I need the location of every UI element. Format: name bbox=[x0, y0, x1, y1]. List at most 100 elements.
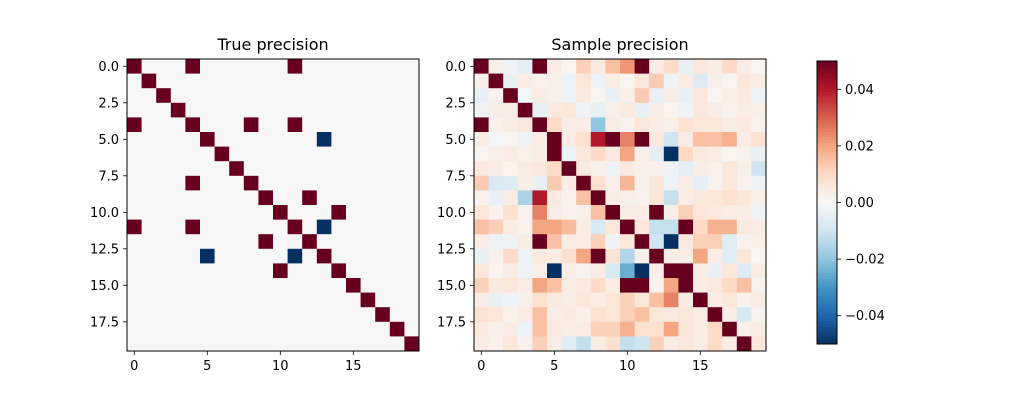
heatmap-cell bbox=[605, 59, 621, 74]
heatmap-cell bbox=[360, 219, 376, 235]
heatmap-cell bbox=[389, 263, 405, 279]
heatmap-cell bbox=[243, 88, 259, 104]
heatmap-cell bbox=[517, 219, 533, 235]
heatmap-cell bbox=[389, 292, 405, 308]
heatmap-cell bbox=[302, 263, 318, 279]
heatmap-cell bbox=[200, 73, 215, 89]
heatmap-cell bbox=[736, 205, 752, 220]
heatmap-cell bbox=[722, 336, 738, 352]
heatmap-cell bbox=[561, 321, 577, 337]
heatmap-cell bbox=[561, 117, 577, 133]
heatmap-cell bbox=[302, 146, 318, 162]
heatmap-cell bbox=[156, 117, 172, 133]
heatmap-cell bbox=[331, 321, 347, 337]
heatmap-cell bbox=[360, 321, 376, 337]
heatmap-cell bbox=[590, 132, 606, 147]
y-tick-label: 17.5 bbox=[437, 315, 466, 330]
heatmap-cell bbox=[375, 263, 391, 279]
heatmap-cell bbox=[547, 248, 562, 264]
heatmap-cell bbox=[605, 132, 621, 147]
heatmap-cell bbox=[707, 146, 723, 162]
heatmap-cell bbox=[185, 292, 201, 308]
heatmap-cell bbox=[503, 292, 519, 308]
heatmap-cell bbox=[375, 161, 391, 177]
heatmap-cell bbox=[346, 146, 361, 162]
heatmap-cell bbox=[360, 102, 376, 118]
heatmap-cell bbox=[605, 263, 621, 279]
colorbar-segment bbox=[817, 75, 837, 79]
heatmap-cell bbox=[346, 307, 361, 323]
heatmap-cell bbox=[360, 336, 376, 352]
colorbar-segment bbox=[817, 247, 837, 252]
heatmap-cell bbox=[488, 146, 504, 162]
heatmap-cell bbox=[605, 321, 621, 337]
heatmap-cell bbox=[127, 278, 142, 293]
heatmap-cell bbox=[503, 248, 519, 264]
colorbar-segment bbox=[817, 199, 837, 203]
heatmap-cell bbox=[316, 307, 332, 323]
heatmap-cell bbox=[576, 102, 592, 118]
colorbar-segment bbox=[817, 301, 837, 305]
heatmap-cell bbox=[243, 175, 259, 191]
heatmap-cell bbox=[360, 278, 376, 293]
heatmap-cell bbox=[547, 132, 562, 147]
heatmap-cell bbox=[200, 132, 215, 147]
heatmap-cell bbox=[214, 117, 230, 133]
heatmap-cells bbox=[127, 59, 420, 352]
heatmap-cell bbox=[517, 175, 533, 191]
heatmap-cell bbox=[576, 278, 592, 293]
heatmap-cell bbox=[634, 161, 650, 177]
sample-precision-heatmap: Sample precision 0 5 10 15 0.0 2.5 5.0 7.5 10.0 12… bbox=[437, 35, 767, 374]
axes-frame bbox=[473, 58, 767, 352]
heatmap-cell bbox=[156, 219, 172, 235]
heatmap-cell bbox=[620, 102, 635, 118]
heatmap-cell bbox=[375, 59, 391, 74]
heatmap-cell bbox=[214, 307, 230, 323]
heatmap-cell bbox=[287, 59, 303, 74]
heatmap-cell bbox=[404, 88, 420, 104]
heatmap-cell bbox=[488, 278, 504, 293]
heatmap-cell bbox=[532, 307, 548, 323]
heatmap-cell bbox=[229, 73, 245, 89]
colorbar-segment bbox=[817, 290, 837, 294]
heatmap-cell bbox=[170, 102, 186, 118]
heatmap-cell bbox=[258, 248, 274, 264]
heatmap-cell bbox=[751, 278, 767, 293]
heatmap-cell bbox=[634, 59, 650, 74]
heatmap-cell bbox=[663, 307, 679, 323]
heatmap-cell bbox=[547, 219, 562, 235]
heatmap-cell bbox=[331, 307, 347, 323]
heatmap-cell bbox=[375, 234, 391, 250]
heatmap-cell bbox=[707, 307, 723, 323]
heatmap-cell bbox=[389, 336, 405, 352]
heatmap-cell bbox=[707, 190, 723, 206]
heatmap-cell bbox=[649, 307, 665, 323]
colorbar-segment bbox=[817, 208, 837, 212]
heatmap-cell bbox=[634, 292, 650, 308]
heatmap-cell bbox=[576, 117, 592, 133]
colorbar-tick-label: −0.04 bbox=[845, 309, 885, 324]
colorbar-segment bbox=[817, 120, 837, 124]
heatmap-cell bbox=[360, 161, 376, 177]
heatmap-cell bbox=[649, 219, 665, 235]
heatmap-cell bbox=[693, 336, 708, 352]
heatmap-cell bbox=[561, 88, 577, 104]
heatmap-cell bbox=[532, 234, 548, 250]
heatmap-cell bbox=[561, 102, 577, 118]
heatmap-cell bbox=[331, 102, 347, 118]
heatmap-cell bbox=[503, 59, 519, 74]
heatmap-cell bbox=[170, 117, 186, 133]
heatmap-cell bbox=[532, 248, 548, 264]
heatmap-cell bbox=[678, 190, 694, 206]
heatmap-cell bbox=[561, 219, 577, 235]
heatmap-cell bbox=[127, 234, 142, 250]
heatmap-cell bbox=[404, 146, 420, 162]
heatmap-cell bbox=[620, 88, 635, 104]
heatmap-cell bbox=[258, 175, 274, 191]
heatmap-cell bbox=[404, 263, 420, 279]
heatmap-cell bbox=[331, 59, 347, 74]
heatmap-cell bbox=[488, 234, 504, 250]
colorbar-segment bbox=[817, 89, 837, 93]
heatmap-cell bbox=[736, 292, 752, 308]
